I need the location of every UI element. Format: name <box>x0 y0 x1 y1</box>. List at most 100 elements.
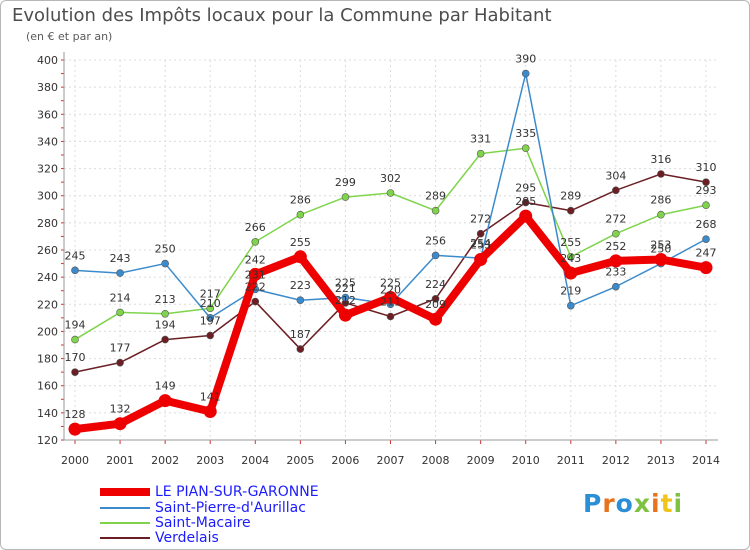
data-label-saint-pierre-d-aurillac: 219 <box>560 285 581 298</box>
data-label-saint-macaire: 289 <box>425 190 446 203</box>
y-tick-label: 160 <box>37 380 58 393</box>
data-label-saint-macaire: 286 <box>650 194 671 207</box>
legend-swatch-saint-macaire <box>100 522 150 524</box>
data-point-saint-pierre-d-aurillac <box>702 235 710 243</box>
data-label-saint-pierre-d-aurillac: 225 <box>335 277 356 290</box>
legend-swatch-saint-pierre <box>100 507 150 509</box>
x-tick-label: 2011 <box>557 454 585 467</box>
data-label-le-pian-sur-garonne: 255 <box>290 236 311 249</box>
data-label-le-pian-sur-garonne: 242 <box>245 253 266 266</box>
logo-letter: t <box>660 489 674 518</box>
data-point-verdelais <box>296 345 305 353</box>
data-point-saint-pierre-d-aurillac <box>566 301 575 310</box>
axis-layer: 120 140 160 180 200 220 240 260 280 300 320 340 360 3… <box>37 52 720 467</box>
data-point-le-pian-sur-garonne <box>519 209 533 223</box>
data-label-saint-pierre-d-aurillac: 223 <box>290 279 311 292</box>
data-point-verdelais <box>702 178 710 186</box>
data-label-saint-pierre-d-aurillac: 243 <box>110 252 131 265</box>
data-label-verdelais: 310 <box>696 161 717 174</box>
data-label-le-pian-sur-garonne: 252 <box>605 240 626 253</box>
data-point-saint-pierre-d-aurillac <box>71 266 79 275</box>
data-point-le-pian-sur-garonne <box>158 394 172 408</box>
data-point-verdelais <box>476 229 485 238</box>
y-tick-label: 200 <box>37 325 58 338</box>
data-point-saint-macaire <box>657 210 665 219</box>
data-point-verdelais <box>251 297 260 306</box>
data-label-le-pian-sur-garonne: 285 <box>515 195 536 208</box>
data-label-le-pian-sur-garonne: 253 <box>650 239 671 252</box>
legend-label-le-pian: LE PIAN-SUR-GARONNE <box>155 484 319 500</box>
data-point-saint-pierre-d-aurillac <box>116 269 124 277</box>
y-tick-label: 300 <box>37 190 58 203</box>
data-label-saint-pierre-d-aurillac: 210 <box>200 297 221 310</box>
data-label-verdelais: 295 <box>515 182 536 195</box>
data-label-saint-macaire: 335 <box>515 127 536 140</box>
y-tick-label: 380 <box>37 81 58 94</box>
data-point-le-pian-sur-garonne <box>113 417 127 431</box>
x-tick-label: 2000 <box>61 454 89 467</box>
data-label-verdelais: 187 <box>290 328 311 341</box>
data-point-le-pian-sur-garonne <box>474 253 488 266</box>
x-tick-label: 2002 <box>151 454 179 467</box>
data-label-verdelais: 177 <box>110 342 131 355</box>
data-point-verdelais <box>521 198 530 207</box>
data-point-saint-macaire <box>566 252 575 261</box>
data-label-le-pian-sur-garonne: 132 <box>110 403 131 416</box>
data-point-le-pian-sur-garonne <box>384 291 397 304</box>
data-point-saint-macaire <box>521 144 530 153</box>
legend-swatch-verdelais <box>100 537 150 539</box>
data-point-saint-pierre-d-aurillac <box>161 259 169 268</box>
data-label-saint-pierre-d-aurillac: 231 <box>245 268 266 281</box>
data-label-verdelais: 211 <box>380 296 401 309</box>
x-tick-label: 2003 <box>196 454 224 467</box>
data-point-le-pian-sur-garonne <box>699 261 713 275</box>
data-label-verdelais: 224 <box>425 278 446 291</box>
data-label-saint-macaire: 214 <box>110 291 131 304</box>
data-point-saint-pierre-d-aurillac <box>341 293 350 302</box>
data-label-le-pian-sur-garonne: 243 <box>560 252 581 265</box>
series-layer <box>68 69 713 436</box>
data-point-saint-pierre-d-aurillac <box>431 251 440 260</box>
data-label-le-pian-sur-garonne: 128 <box>65 408 86 421</box>
data-point-verdelais <box>612 186 620 195</box>
y-tick-label: 260 <box>37 244 58 257</box>
logo-letter: i <box>673 489 684 518</box>
data-label-saint-macaire: 266 <box>245 221 266 234</box>
data-point-le-pian-sur-garonne <box>248 267 262 281</box>
data-point-saint-macaire <box>386 189 395 197</box>
data-point-le-pian-sur-garonne <box>429 312 443 326</box>
legend-item-saint-macaire: Saint-Macaire <box>100 515 251 531</box>
legend-label-saint-macaire: Saint-Macaire <box>155 515 251 531</box>
data-label-saint-macaire: 331 <box>470 133 491 146</box>
data-point-saint-pierre-d-aurillac <box>206 314 215 322</box>
data-label-saint-pierre-d-aurillac: 250 <box>155 243 176 256</box>
x-tick-label: 2006 <box>331 454 359 467</box>
x-tick-label: 2010 <box>512 454 540 467</box>
data-point-saint-macaire <box>296 210 305 219</box>
data-point-saint-pierre-d-aurillac <box>612 282 620 291</box>
logo-letter: r <box>602 489 616 518</box>
data-point-saint-macaire <box>431 206 440 215</box>
data-label-saint-pierre-d-aurillac: 220 <box>380 283 401 296</box>
data-label-verdelais: 289 <box>560 190 581 203</box>
logo-letter: i <box>651 489 661 518</box>
data-label-saint-macaire: 217 <box>200 287 221 300</box>
data-label-verdelais: 194 <box>155 319 176 332</box>
x-tick-label: 2009 <box>467 454 495 467</box>
data-label-saint-macaire: 293 <box>696 184 717 197</box>
y-tick-label: 340 <box>37 135 58 148</box>
data-point-verdelais <box>206 331 215 340</box>
data-point-le-pian-sur-garonne <box>68 422 82 436</box>
x-tick-label: 2012 <box>602 454 630 467</box>
y-tick-label: 400 <box>37 54 58 67</box>
logo-letter: o <box>615 489 634 518</box>
data-label-saint-pierre-d-aurillac: 250 <box>650 243 671 256</box>
legend-label-verdelais: Verdelais <box>155 530 219 546</box>
data-point-verdelais <box>71 368 79 376</box>
data-point-saint-pierre-d-aurillac <box>296 296 305 305</box>
data-label-le-pian-sur-garonne: 209 <box>425 298 446 311</box>
data-label-le-pian-sur-garonne: 212 <box>335 294 356 307</box>
data-label-verdelais: 222 <box>245 281 266 294</box>
data-point-saint-macaire <box>612 229 620 238</box>
